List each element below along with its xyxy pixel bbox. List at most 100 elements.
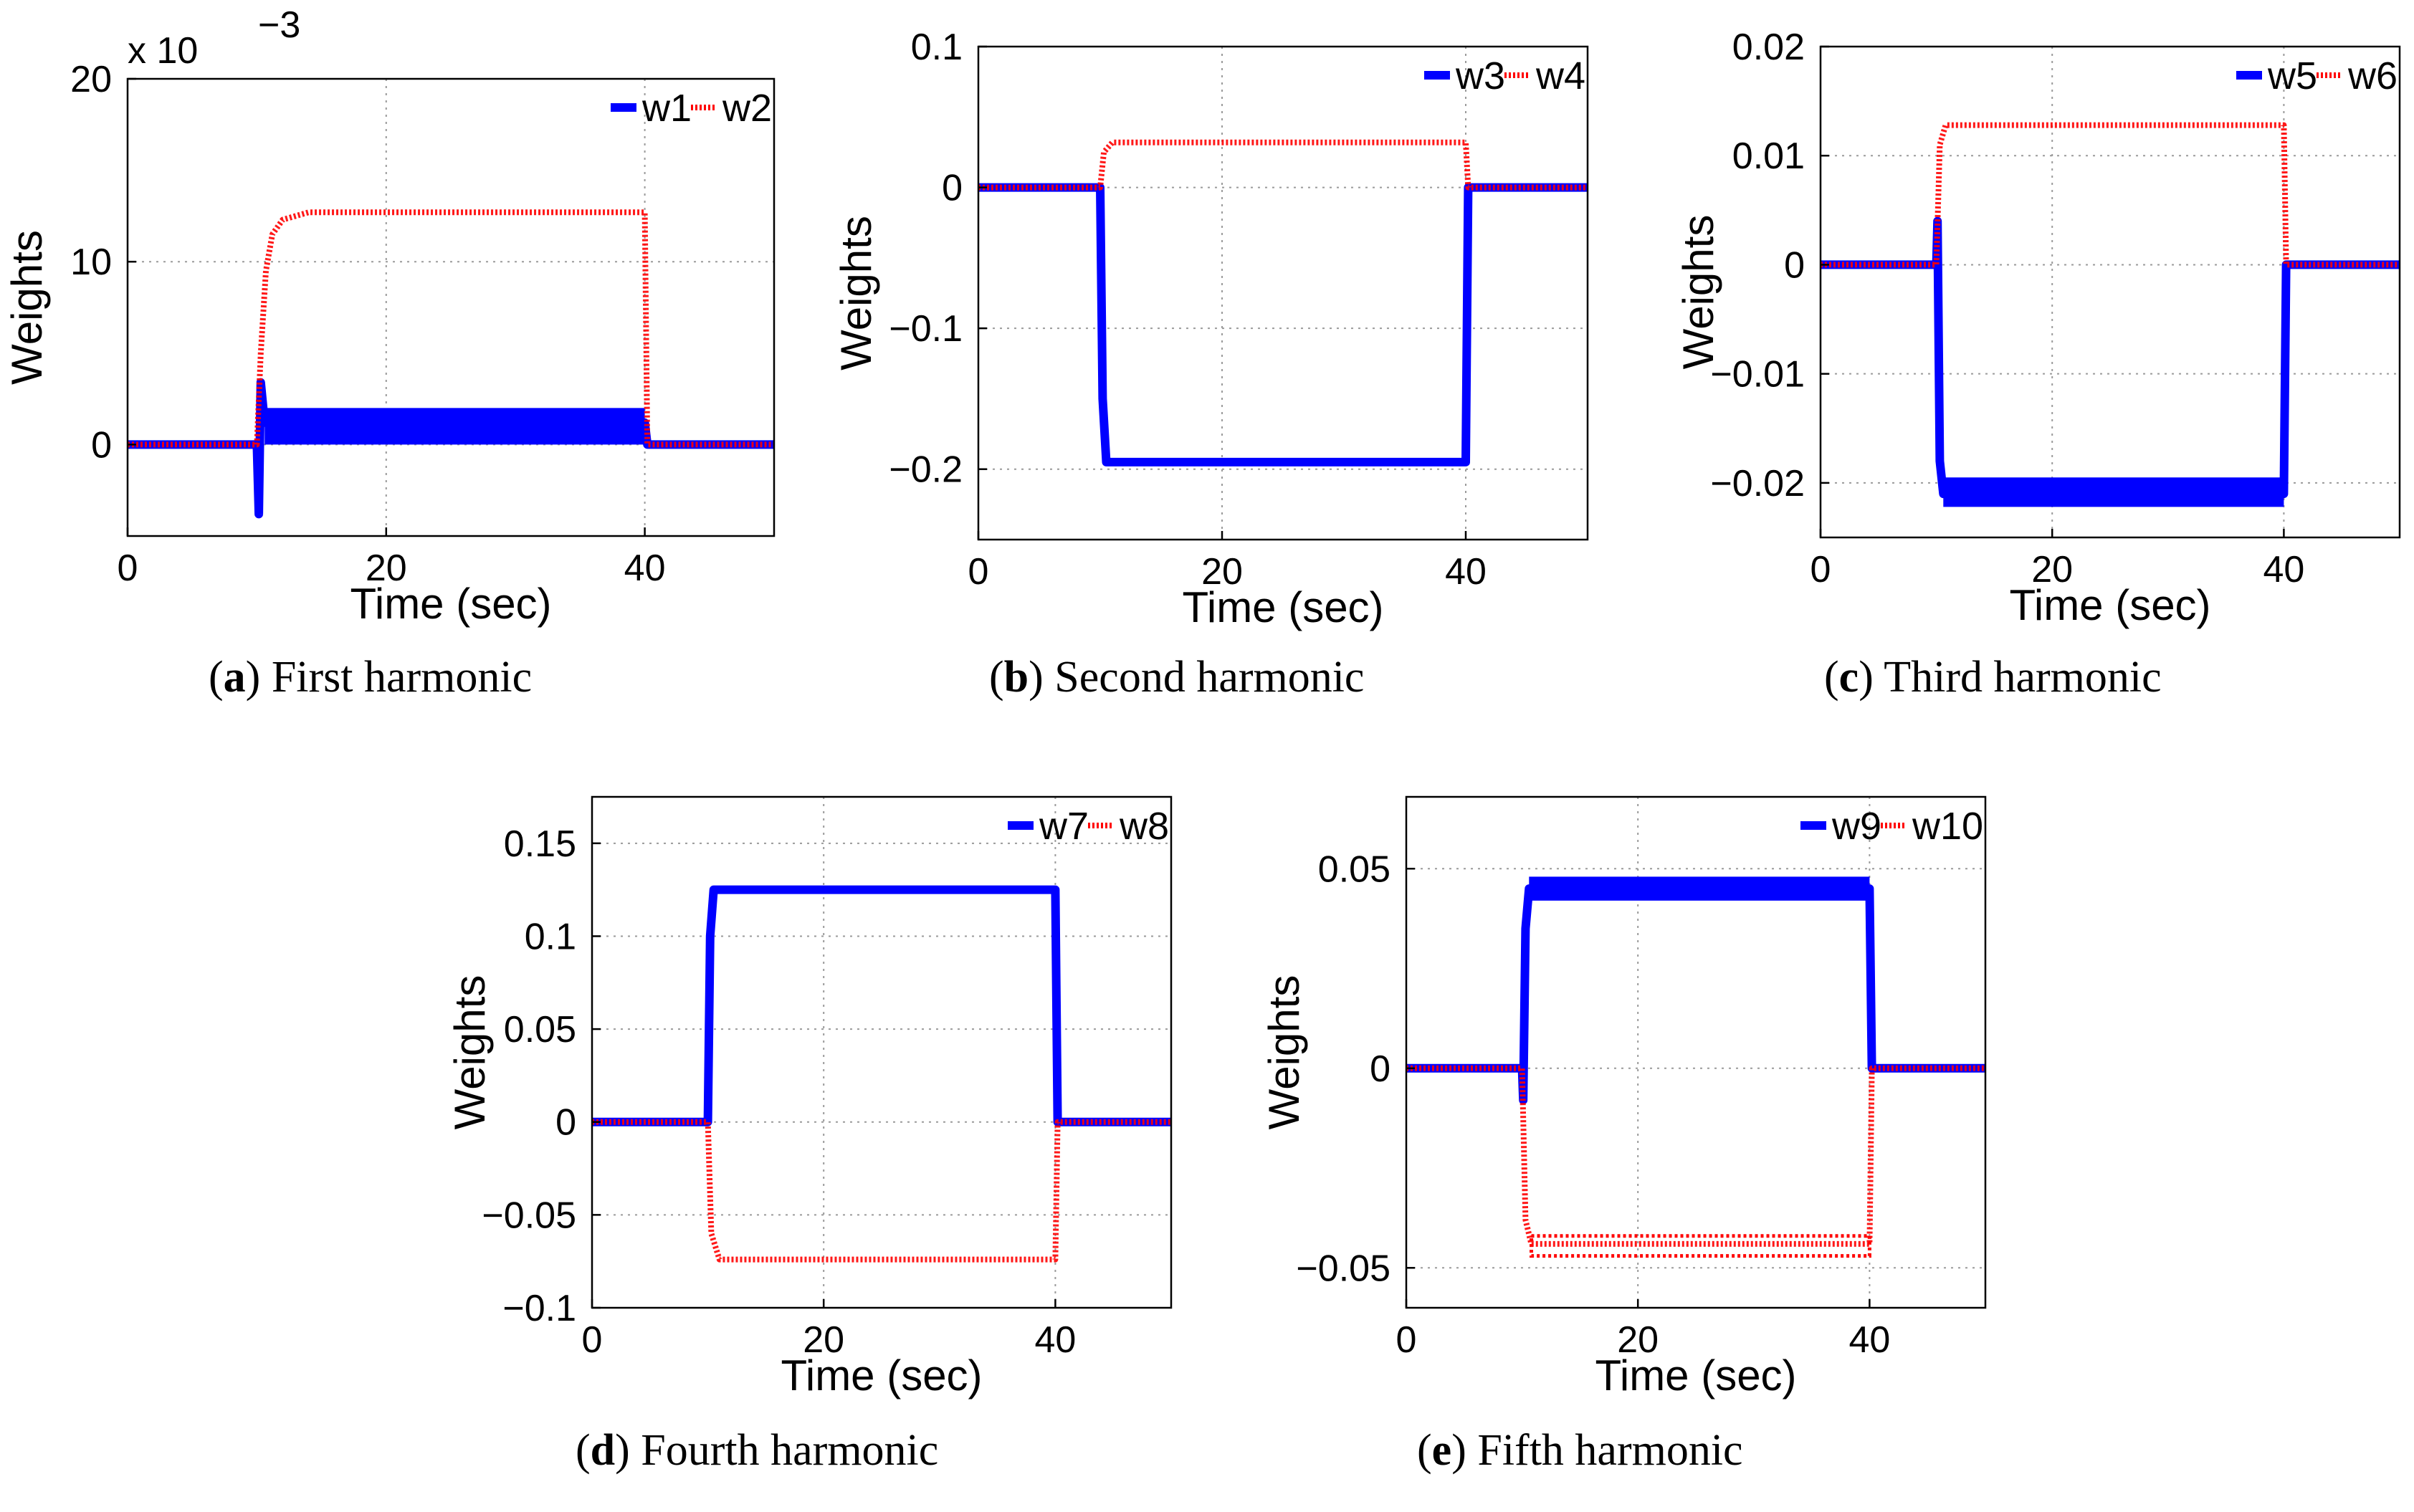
y-tick-label: 0.1 <box>525 916 576 957</box>
legend: w3 w4 <box>1424 54 1585 97</box>
caption-text: First harmonic <box>272 653 532 702</box>
legend-label-w7: w7 <box>1039 805 1089 848</box>
series-w5 <box>1821 216 2400 507</box>
axes-box <box>1819 45 2401 539</box>
series-w3 <box>978 183 1588 466</box>
x-tick-label: 20 <box>366 547 407 589</box>
y-axis-label: Weights <box>1674 215 1722 370</box>
y-tick-label: 0.1 <box>911 27 963 68</box>
x-tick-label: 0 <box>1810 549 1831 590</box>
x-axis-label: Time (sec) <box>1182 583 1383 631</box>
y-exponent-label: x 10 <box>128 30 198 72</box>
chart-panel-b: 0 20 40 −0.2 −0.1 0 0.1 Time (sec) Weights w3 w4 (b… <box>832 27 1589 702</box>
x-axis-label: Time (sec) <box>1595 1351 1796 1399</box>
y-tick-label: 0.02 <box>1732 27 1805 68</box>
caption-letter: d <box>591 1426 615 1475</box>
y-tick-label: −0.02 <box>1710 463 1805 504</box>
caption-text: Fourth harmonic <box>641 1426 938 1475</box>
x-axis-label: Time (sec) <box>781 1351 982 1399</box>
chart-panel-d: 0 20 40 −0.1 −0.05 0 0.05 0.1 0.15 Time (sec) Weig… <box>446 795 1173 1475</box>
legend-label-w5: w5 <box>2267 54 2317 97</box>
caption-letter: c <box>1839 653 1859 702</box>
legend-label-w4: w4 <box>1535 54 1585 97</box>
axes-box <box>1405 795 1987 1309</box>
series-line-w7 <box>592 885 1171 1126</box>
caption-paren-open: ( <box>576 1426 591 1475</box>
series-w7 <box>592 885 1171 1126</box>
y-axis-label: Weights <box>446 975 494 1130</box>
legend-label-w1: w1 <box>641 87 692 130</box>
legend-label-w3: w3 <box>1455 54 1505 97</box>
x-tick-label: 20 <box>1617 1319 1659 1361</box>
legend: w7 w8 <box>1008 805 1169 848</box>
x-tick-label: 40 <box>1034 1319 1076 1361</box>
x-tick-label: 40 <box>1445 551 1487 593</box>
caption-paren-open: ( <box>209 653 224 702</box>
series-line-w10 <box>1406 1065 1985 1247</box>
x-tick-label: 40 <box>2263 549 2304 590</box>
panel-caption: (a) First harmonic <box>209 653 532 702</box>
chart-panel-c: 0 20 40 −0.02 −0.01 0 0.01 0.02 Time (sec) Weight… <box>1674 27 2401 702</box>
legend-label-w10: w10 <box>1912 805 1983 848</box>
axes-box <box>126 77 776 537</box>
caption-text: Second harmonic <box>1054 653 1364 702</box>
series-w1 <box>128 378 774 519</box>
panel-caption: (c) Third harmonic <box>1824 653 2162 702</box>
chart-panel-a: 0 20 40 0 10 20 x 10 −3 Time (sec) Weights w1 w2 (a)… <box>3 4 776 702</box>
caption-text: Third harmonic <box>1884 653 2161 702</box>
legend-label-w6: w6 <box>2347 54 2398 97</box>
legend: w5 w6 <box>2236 54 2398 97</box>
axes-box <box>977 45 1589 541</box>
caption-letter: a <box>224 653 246 702</box>
legend-label-w8: w8 <box>1119 805 1169 848</box>
legend: w1 w2 <box>611 87 772 130</box>
x-tick-label: 0 <box>582 1319 603 1361</box>
caption-paren-close: ) <box>615 1426 641 1475</box>
axes-box <box>591 795 1173 1309</box>
x-tick-label: 40 <box>624 547 666 589</box>
y-tick-label: 0 <box>1784 244 1805 286</box>
y-tick-label: −0.01 <box>1710 354 1805 396</box>
legend-label-w9: w9 <box>1831 805 1881 848</box>
series-w6 <box>1821 122 2400 268</box>
caption-letter: e <box>1432 1426 1452 1475</box>
series-line-w4 <box>978 139 1588 191</box>
y-tick-label: 0.05 <box>1318 848 1390 890</box>
y-tick-label: 0 <box>942 168 963 209</box>
y-tick-label: 0.15 <box>504 823 576 865</box>
y-tick-label: −0.2 <box>889 449 963 491</box>
series-band-w10 <box>1530 1234 1871 1258</box>
y-tick-label: 0 <box>91 424 112 466</box>
series-w10 <box>1406 1065 1985 1258</box>
y-tick-label: −0.1 <box>502 1288 576 1329</box>
x-axis-label: Time (sec) <box>2009 581 2210 629</box>
x-tick-label: 40 <box>1848 1319 1890 1361</box>
series-line-w2 <box>128 209 774 448</box>
y-axis-label: Weights <box>832 216 880 370</box>
y-exponent-power: −3 <box>258 4 300 46</box>
y-tick-label: −0.05 <box>1296 1248 1390 1289</box>
caption-paren-close: ) <box>1859 653 1884 702</box>
caption-paren-open: ( <box>1417 1426 1432 1475</box>
x-tick-label: 0 <box>968 551 989 593</box>
y-tick-label: 0 <box>555 1102 576 1144</box>
series-line-w5 <box>1821 216 2400 499</box>
y-axis-label: Weights <box>3 230 51 385</box>
x-tick-label: 20 <box>2031 549 2073 590</box>
series-line-w8 <box>592 1119 1171 1263</box>
series-w2 <box>128 209 774 448</box>
x-tick-label: 0 <box>1396 1319 1417 1361</box>
x-tick-label: 20 <box>803 1319 844 1361</box>
series-line-w1 <box>128 378 774 519</box>
y-tick-label: −0.1 <box>889 308 963 350</box>
panel-caption: (d) Fourth harmonic <box>576 1426 938 1475</box>
y-tick-label: 0 <box>1370 1048 1390 1090</box>
x-tick-label: 0 <box>118 547 138 589</box>
series-w8 <box>592 1119 1171 1263</box>
y-tick-label: 0.05 <box>504 1009 576 1051</box>
caption-paren-open: ( <box>1824 653 1839 702</box>
legend-label-w2: w2 <box>722 87 772 130</box>
panel-caption: (b) Second harmonic <box>989 653 1364 702</box>
